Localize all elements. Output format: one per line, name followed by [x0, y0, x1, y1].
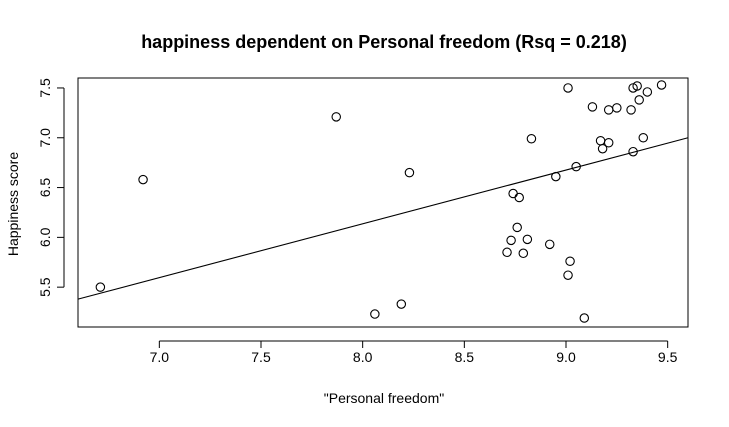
data-point — [396, 299, 407, 309]
chart-title: happiness dependent on Personal freedom … — [141, 32, 627, 52]
data-point — [565, 256, 575, 267]
data-point — [544, 239, 555, 250]
x-tick-label: 8.0 — [353, 349, 373, 365]
data-point — [563, 83, 573, 93]
data-point — [571, 161, 581, 172]
y-axis-label: Happiness score — [5, 152, 21, 256]
data-point — [551, 171, 561, 182]
regression-line — [77, 137, 689, 300]
y-tick-label: 6.0 — [37, 227, 53, 247]
x-tick-label: 8.5 — [455, 349, 475, 365]
y-tick-label: 7.0 — [37, 128, 53, 148]
data-point — [612, 103, 622, 113]
data-point — [138, 174, 148, 185]
data-point — [579, 313, 590, 323]
plot-frame — [77, 77, 689, 328]
data-point — [626, 105, 636, 115]
data-point — [404, 167, 415, 178]
data-point — [506, 235, 516, 246]
y-tick-label: 7.5 — [37, 78, 53, 98]
data-point — [642, 87, 653, 97]
x-tick-label: 7.5 — [251, 349, 271, 365]
data-point — [370, 309, 380, 319]
data-point — [518, 248, 529, 259]
data-point — [526, 134, 537, 144]
x-axis-label: "Personal freedom" — [324, 390, 444, 406]
plot-area: 7.0 7.5 8.0 8.5 9.0 9.5 5.5 6.0 6.5 7.0 7.5 — [37, 77, 689, 365]
data-point — [656, 80, 667, 90]
data-point — [634, 95, 644, 105]
data-point — [512, 222, 522, 233]
data-point — [603, 137, 614, 148]
data-point — [95, 282, 106, 292]
data-point — [638, 133, 649, 143]
x-tick-label: 7.0 — [150, 349, 170, 365]
data-point — [331, 112, 341, 122]
data-point — [587, 102, 598, 112]
data-point — [628, 146, 638, 157]
data-point — [632, 81, 642, 91]
data-point — [522, 234, 533, 245]
data-point — [502, 247, 512, 258]
x-tick-label: 9.5 — [658, 349, 678, 365]
y-tick-label: 6.5 — [37, 178, 53, 198]
x-tick-label: 9.0 — [556, 349, 576, 365]
y-tick-label: 5.5 — [37, 277, 53, 297]
data-point — [597, 143, 608, 154]
data-point — [563, 270, 573, 280]
data-point — [514, 192, 524, 203]
